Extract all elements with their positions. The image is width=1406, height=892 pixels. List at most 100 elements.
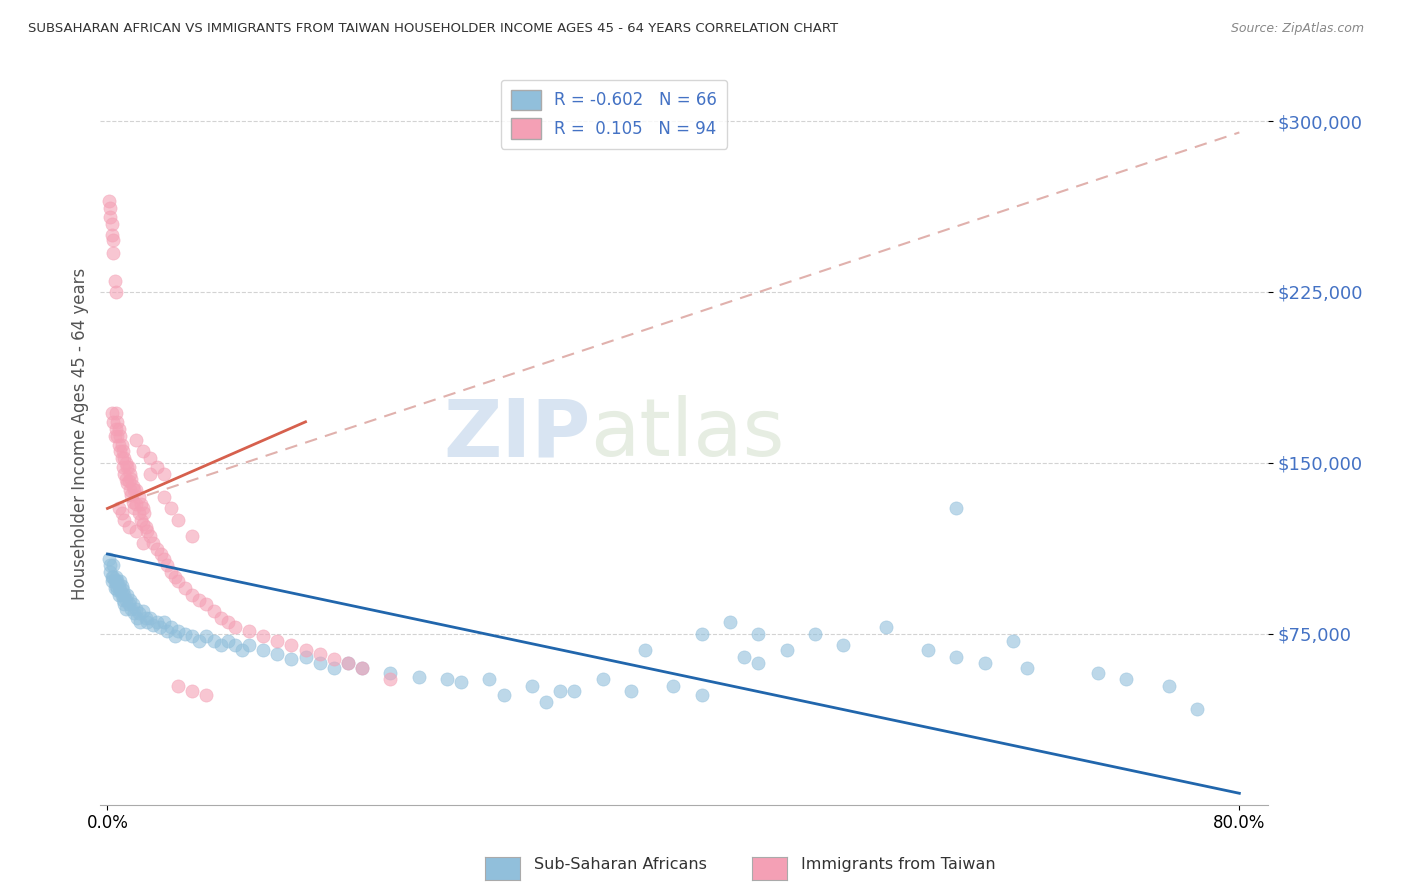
Text: Sub-Saharan Africans: Sub-Saharan Africans <box>534 857 707 872</box>
Point <box>142 535 165 549</box>
Point <box>266 633 288 648</box>
Point <box>875 620 897 634</box>
Point <box>114 472 136 486</box>
Point <box>104 422 127 436</box>
Point <box>1087 665 1109 680</box>
Point <box>120 592 142 607</box>
Point <box>132 604 155 618</box>
Point <box>153 615 176 630</box>
Point <box>139 611 162 625</box>
Point <box>103 428 125 442</box>
Point <box>100 574 122 589</box>
Point <box>139 529 162 543</box>
Point <box>111 460 134 475</box>
Point <box>100 406 122 420</box>
Text: ZIP: ZIP <box>443 395 591 474</box>
Point <box>108 444 131 458</box>
Legend: R = -0.602   N = 66, R =  0.105   N = 94: R = -0.602 N = 66, R = 0.105 N = 94 <box>501 79 727 149</box>
Point <box>832 638 855 652</box>
Point <box>202 604 225 618</box>
Point <box>280 652 302 666</box>
Point <box>336 657 359 671</box>
Point <box>110 437 132 451</box>
Point <box>101 558 124 573</box>
Point <box>118 597 141 611</box>
Point <box>945 649 967 664</box>
Point <box>108 583 131 598</box>
Point <box>104 285 127 299</box>
Point <box>252 629 274 643</box>
Point <box>100 217 122 231</box>
Point <box>127 611 149 625</box>
Point <box>917 642 939 657</box>
Point <box>352 661 374 675</box>
Point <box>128 506 150 520</box>
Point <box>308 647 330 661</box>
Point <box>98 558 121 573</box>
Point <box>188 633 211 648</box>
Point <box>111 592 134 607</box>
Point <box>492 688 515 702</box>
Point <box>135 611 157 625</box>
Point <box>167 679 190 693</box>
Point <box>252 642 274 657</box>
Point <box>139 467 162 482</box>
Point <box>733 649 755 664</box>
Point <box>114 601 136 615</box>
Point <box>132 444 155 458</box>
Point <box>209 611 232 625</box>
Point <box>110 579 132 593</box>
Point <box>165 629 187 643</box>
Point <box>380 665 402 680</box>
Point <box>107 588 129 602</box>
Point <box>114 456 136 470</box>
Point <box>108 428 131 442</box>
Point <box>188 592 211 607</box>
Point <box>115 588 138 602</box>
Point <box>150 547 173 561</box>
Point <box>1157 679 1180 693</box>
Point <box>136 615 159 630</box>
Point <box>1185 702 1208 716</box>
Point <box>101 570 124 584</box>
Point <box>146 542 169 557</box>
Point <box>280 638 302 652</box>
Point <box>160 501 183 516</box>
Point <box>103 581 125 595</box>
Point <box>165 570 187 584</box>
Point <box>408 670 430 684</box>
Point <box>104 570 127 584</box>
Point <box>107 437 129 451</box>
Point <box>98 201 121 215</box>
Point <box>153 467 176 482</box>
Point <box>122 597 145 611</box>
Point <box>118 474 141 488</box>
Point <box>142 617 165 632</box>
Point <box>121 488 143 502</box>
Point <box>174 626 197 640</box>
Point <box>111 583 134 598</box>
Point <box>153 551 176 566</box>
Point <box>548 683 571 698</box>
Point <box>124 501 146 516</box>
Point <box>131 497 153 511</box>
Point <box>120 483 142 498</box>
Point <box>352 661 374 675</box>
Point <box>450 674 472 689</box>
Point <box>1001 633 1024 648</box>
Point <box>124 607 146 621</box>
Point <box>98 210 121 224</box>
Point <box>112 451 135 466</box>
Text: SUBSAHARAN AFRICAN VS IMMIGRANTS FROM TAIWAN HOUSEHOLDER INCOME AGES 45 - 64 YEA: SUBSAHARAN AFRICAN VS IMMIGRANTS FROM TA… <box>28 22 838 36</box>
Point <box>308 657 330 671</box>
Point <box>945 501 967 516</box>
Point <box>238 624 260 639</box>
Text: Source: ZipAtlas.com: Source: ZipAtlas.com <box>1230 22 1364 36</box>
Point <box>131 513 153 527</box>
Point <box>112 467 135 482</box>
Point <box>125 524 148 539</box>
Point <box>98 566 121 580</box>
Point <box>747 626 769 640</box>
Point <box>146 615 169 630</box>
Point <box>534 695 557 709</box>
